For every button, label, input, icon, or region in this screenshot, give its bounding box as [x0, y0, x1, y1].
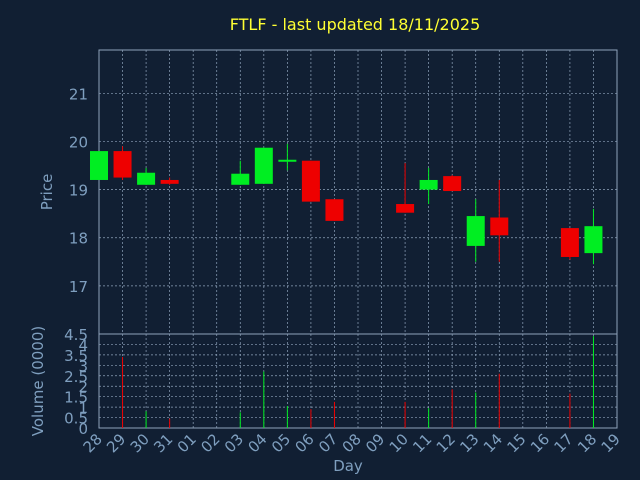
price-grid — [98, 50, 618, 334]
candle-body — [466, 216, 485, 246]
candle — [90, 151, 108, 180]
volume-tick-label: 1 — [78, 399, 88, 417]
price-tick-label: 17 — [69, 278, 88, 296]
candle-body — [560, 228, 579, 257]
candle — [560, 228, 579, 260]
volume-frame-rect — [98, 333, 618, 429]
x-tick-labels: 2829303101020304050607080910111213141516… — [80, 430, 624, 456]
volume-tick-label: 4 — [78, 336, 88, 354]
candle-body — [419, 179, 438, 190]
candle-body — [90, 151, 108, 180]
candle — [443, 175, 462, 192]
price-tick-label: 18 — [69, 230, 88, 248]
candle-body — [231, 173, 250, 185]
candle-body — [301, 160, 320, 202]
candle-body — [254, 147, 273, 184]
candle — [419, 167, 438, 205]
candle — [584, 208, 603, 265]
candle-body — [396, 204, 415, 213]
volume-tick-label: 3 — [78, 357, 88, 375]
price-tick-label: 21 — [69, 85, 88, 103]
x-axis-label: Day — [333, 457, 363, 475]
volume-tick-label: 1.5 — [64, 389, 88, 407]
candle — [231, 160, 250, 185]
candle-body — [443, 176, 462, 192]
volume-tick-label: 0 — [78, 420, 88, 438]
candlestick-series — [90, 143, 603, 265]
candle — [254, 147, 273, 184]
volume-tick-label: 4.5 — [64, 326, 88, 344]
candle-body — [325, 199, 344, 221]
candle-body — [584, 226, 603, 254]
candle — [137, 167, 156, 185]
price-tick-label: 20 — [69, 133, 88, 151]
candle — [160, 177, 179, 185]
candle-body — [113, 151, 132, 178]
price-tick-labels: 17 18 19 20 21 — [69, 85, 88, 296]
volume-tick-labels: 00.511.522.533.544.5 — [64, 326, 88, 438]
candle-body — [490, 217, 509, 236]
volume-tick-label: 2.5 — [64, 368, 88, 386]
price-tick-label: 19 — [69, 182, 88, 200]
candle-body — [160, 179, 179, 184]
volume-tick-label: 2 — [78, 378, 88, 396]
volume-plot-frame — [98, 333, 618, 429]
candle — [278, 143, 297, 171]
candle — [113, 146, 132, 180]
volume-tick-label: 3.5 — [64, 347, 88, 365]
candle — [396, 163, 415, 213]
volume-series — [122, 336, 594, 428]
price-axis-label: Price — [38, 174, 56, 211]
chart-title: FTLF - last updated 18/11/2025 — [230, 15, 481, 34]
candle-body — [278, 159, 297, 162]
volume-tick-label: 0.5 — [64, 410, 88, 428]
candle — [301, 160, 320, 202]
volume-axis-label: Volume (0000) — [29, 326, 47, 436]
candle-body — [137, 172, 156, 185]
candle — [466, 199, 485, 262]
candle — [490, 179, 509, 262]
candle — [325, 199, 344, 221]
